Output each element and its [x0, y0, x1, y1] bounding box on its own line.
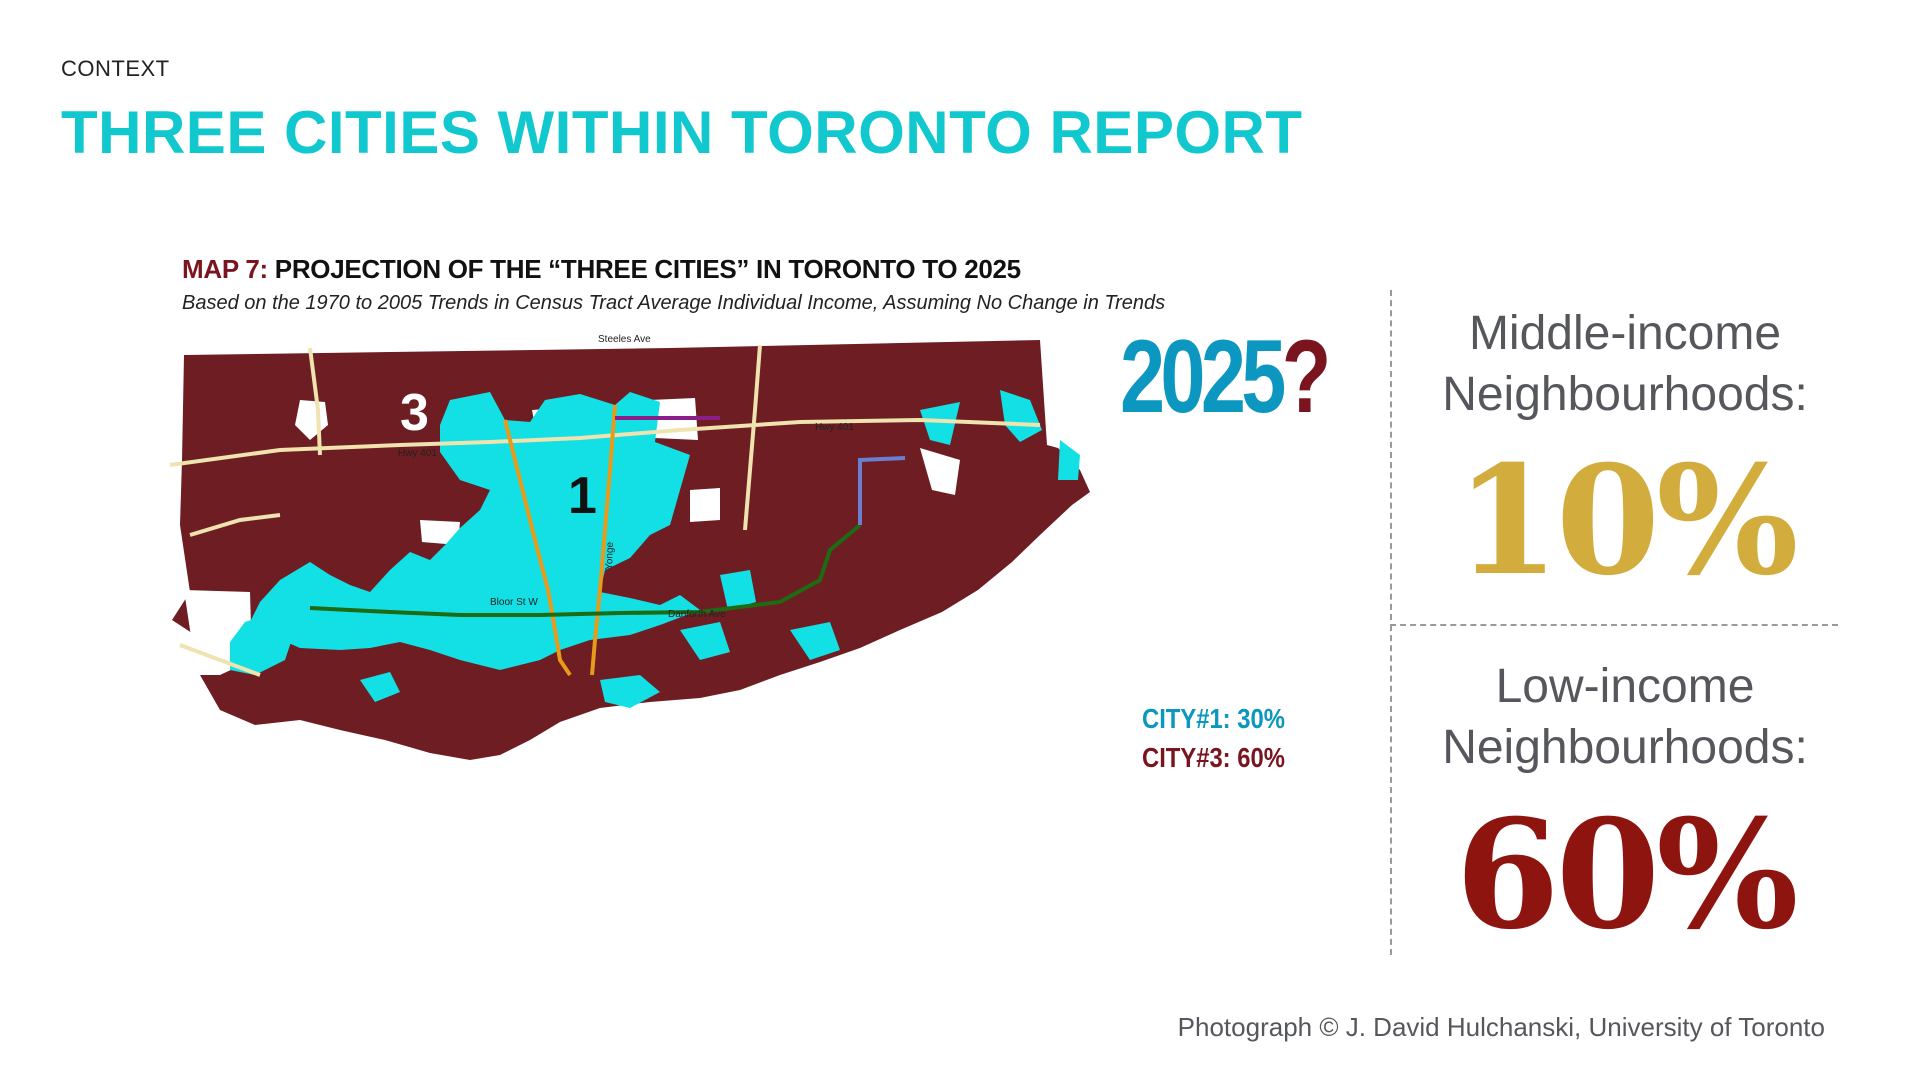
- divider-vertical-top: [1390, 290, 1392, 620]
- map-city1-marker: 1: [568, 467, 597, 525]
- city1-projection-stat: CITY#1: 30%: [1142, 703, 1285, 734]
- city3-projection-stat: CITY#3: 60%: [1142, 742, 1285, 773]
- toronto-map: Steeles Ave Hwy 401 Hwy 401 Bloor St W D…: [160, 330, 1100, 830]
- map-city1-regions: [230, 390, 1080, 708]
- middle-income-label: Middle-income Neighbourhoods:: [1400, 303, 1850, 426]
- road-label-bloor: Bloor St W: [490, 597, 538, 608]
- road-label-hwy401-west: Hwy 401: [398, 448, 437, 459]
- divider-vertical-bottom: [1390, 625, 1392, 955]
- road-label-steeles: Steeles Ave: [598, 334, 651, 345]
- map-city3-marker: 3: [400, 384, 429, 442]
- middle-income-label-line1: Middle-income: [1468, 307, 1782, 360]
- middle-income-value: 10%: [1455, 433, 1798, 609]
- projection-year: 2025?: [1120, 325, 1331, 429]
- low-income-value: 60%: [1455, 787, 1798, 963]
- projection-year-number: 2025: [1120, 319, 1286, 435]
- map-title-text: PROJECTION OF THE “THREE CITIES” IN TORO…: [267, 254, 1021, 284]
- section-kicker: CONTEXT: [61, 56, 170, 81]
- low-income-label-line1: Low-income: [1495, 660, 1755, 713]
- map-title-prefix: MAP 7:: [182, 254, 268, 284]
- divider-horizontal: [1390, 624, 1838, 626]
- map-subway-lines: [309, 404, 906, 677]
- projection-question-mark: ?: [1281, 319, 1332, 435]
- map-road-labels: Steeles Ave Hwy 401 Hwy 401 Bloor St W D…: [398, 334, 854, 620]
- road-label-danforth: Danforth Ave: [668, 609, 726, 620]
- low-income-label: Low-income Neighbourhoods:: [1400, 656, 1850, 779]
- low-income-label-line2: Neighbourhoods:: [1442, 721, 1808, 775]
- middle-income-label-line2: Neighbourhoods:: [1442, 368, 1808, 422]
- slide-title: THREE CITIES WITHIN TORONTO REPORT: [61, 99, 1303, 166]
- road-label-yonge: Yonge: [604, 541, 616, 570]
- map-highways: [169, 344, 1041, 677]
- map-title: MAP 7: PROJECTION OF THE “THREE CITIES” …: [182, 254, 1021, 285]
- road-label-hwy401-east: Hwy 401: [815, 422, 854, 433]
- photo-credit: Photograph © J. David Hulchanski, Univer…: [1177, 1012, 1825, 1042]
- map-subtitle: Based on the 1970 to 2005 Trends in Cens…: [182, 292, 1166, 314]
